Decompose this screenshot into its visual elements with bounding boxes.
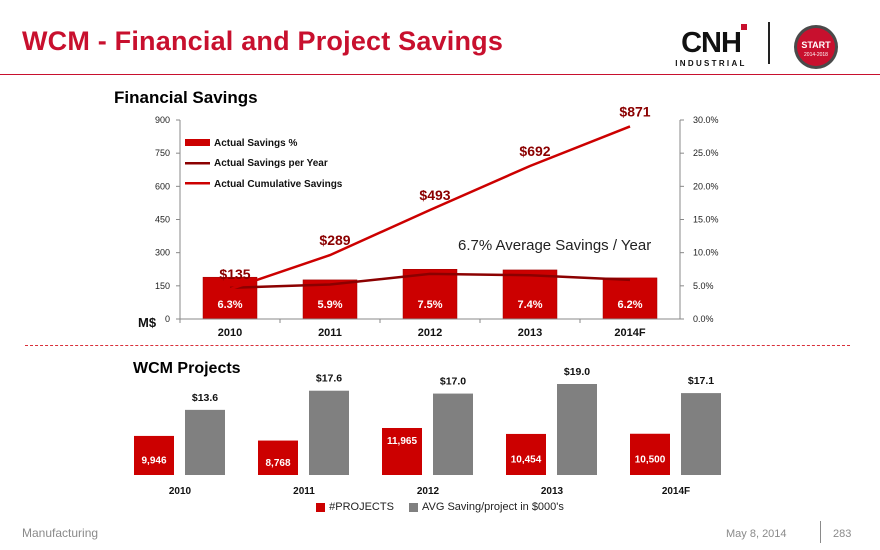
savings-pct-label: 7.4%: [517, 299, 542, 311]
slide-title: WCM - Financial and Project Savings: [22, 26, 504, 56]
left-axis-unit: M$: [138, 315, 157, 330]
left-tick-label: 900: [155, 115, 170, 125]
savings-pct-bar: [602, 277, 658, 320]
avg-saving-value-label: $19.0: [564, 366, 590, 378]
legend-swatch-avg: [408, 502, 418, 512]
footer-section: Manufacturing: [22, 526, 99, 540]
x-tick-label: 2012: [418, 327, 442, 339]
financial-legend: Actual Savings % Actual Savings per Year…: [185, 138, 343, 190]
avg-saving-bar: [309, 390, 349, 475]
badge-line1: START: [801, 40, 831, 50]
logo-red-square: [741, 24, 747, 30]
left-tick-label: 0: [165, 314, 170, 324]
cumulative-value-label: $692: [519, 143, 550, 159]
projects-x-label: 2014F: [662, 486, 690, 497]
avg-saving-value-label: $13.6: [192, 392, 218, 404]
x-tick-label: 2010: [218, 327, 242, 339]
legend-swatch-savings-pct: [185, 139, 210, 146]
financial-savings-chart: 0 150 300 450 600 750 900 0.0% 5.0% 10.0% 15.0% 20.…: [138, 104, 719, 339]
avg-saving-value-label: $17.0: [440, 376, 466, 388]
projects-value-label: 11,965: [387, 436, 417, 447]
legend-item-avg: AVG Saving/project in $000's: [408, 501, 564, 513]
projects-bar: [630, 433, 670, 475]
legend-label-avg: AVG Saving/project in $000's: [421, 501, 564, 513]
projects-bar: [382, 427, 422, 475]
legend-swatch-projects: [316, 502, 326, 512]
x-tick-label: 2013: [518, 327, 542, 339]
title-rule: [0, 74, 880, 75]
avg-saving-value-label: $17.6: [316, 373, 342, 385]
badge-line2: 2014-2018: [804, 52, 828, 58]
projects-bar: [506, 433, 546, 475]
projects-x-label: 2013: [541, 486, 564, 497]
financial-savings-title: Financial Savings: [114, 88, 258, 107]
left-tick-label: 300: [155, 248, 170, 258]
avg-saving-bar: [185, 409, 225, 475]
avg-saving-value-label: $17.1: [688, 375, 714, 387]
right-tick-label: 30.0%: [693, 115, 719, 125]
start-badge: START 2014-2018: [794, 25, 838, 69]
cumulative-value-label: $493: [419, 187, 450, 203]
section-divider: [25, 345, 850, 346]
wcm-projects-chart: 9,946 $13.6 2010 8,768 $17.6 2011 11,965 $17.0 2…: [134, 366, 721, 497]
savings-pct-bar: [402, 269, 458, 320]
savings-pct-label: 6.3%: [217, 299, 242, 311]
avg-savings-annotation: 6.7% Average Savings / Year: [458, 237, 651, 254]
logo-subtitle: INDUSTRIAL: [675, 59, 746, 68]
right-tick-label: 20.0%: [693, 181, 719, 191]
projects-x-label: 2011: [293, 486, 315, 497]
logo-brand: CNH: [681, 27, 741, 59]
projects-value-label: 9,946: [141, 455, 166, 466]
projects-x-label: 2012: [417, 486, 440, 497]
savings-per-year-line: [229, 272, 631, 290]
avg-saving-bar: [433, 393, 473, 475]
right-tick-label: 0.0%: [693, 314, 714, 324]
x-tick-label: 2014F: [614, 327, 645, 339]
footer-separator: [820, 521, 821, 543]
cnh-industrial-logo: CNH INDUSTRIAL: [675, 24, 747, 68]
legend-item-projects: #PROJECTS: [316, 501, 394, 513]
savings-pct-label: 5.9%: [317, 299, 342, 311]
savings-pct-label: 6.2%: [617, 299, 642, 311]
logo-separator: [768, 22, 770, 64]
left-tick-label: 750: [155, 148, 170, 158]
projects-bar: [258, 440, 298, 475]
projects-value-label: 10,500: [635, 454, 666, 465]
cumulative-value-label: $289: [319, 232, 350, 248]
page-number: 283: [833, 528, 852, 540]
legend-swatch-per-year: [185, 162, 210, 165]
avg-saving-bar: [557, 384, 597, 475]
wcm-projects-title: WCM Projects: [133, 360, 241, 377]
legend-swatch-cumulative: [185, 182, 210, 185]
legend-label-projects: #PROJECTS: [329, 501, 394, 513]
projects-x-label: 2010: [169, 486, 192, 497]
legend-label-per-year: Actual Savings per Year: [214, 158, 328, 169]
footer-date: May 8, 2014: [726, 528, 787, 540]
savings-pct-bar: [502, 269, 558, 320]
legend-label-savings-pct: Actual Savings %: [214, 138, 297, 149]
projects-bar: [134, 435, 174, 475]
left-tick-label: 150: [155, 281, 170, 291]
right-tick-label: 25.0%: [693, 148, 719, 158]
projects-value-label: 10,454: [511, 454, 542, 465]
left-tick-label: 600: [155, 181, 170, 191]
cumulative-savings-line: [229, 125, 631, 291]
projects-legend: #PROJECTS AVG Saving/project in $000's: [0, 501, 880, 515]
avg-saving-bar: [681, 393, 721, 475]
right-tick-label: 10.0%: [693, 248, 719, 258]
projects-value-label: 8,768: [265, 458, 290, 469]
legend-label-cumulative: Actual Cumulative Savings: [214, 179, 343, 190]
right-tick-label: 5.0%: [693, 281, 714, 291]
savings-pct-label: 7.5%: [417, 299, 442, 311]
right-tick-label: 15.0%: [693, 215, 719, 225]
cumulative-value-label: $135: [219, 266, 250, 282]
left-tick-label: 450: [155, 215, 170, 225]
x-tick-label: 2011: [318, 327, 342, 339]
cumulative-value-label: $871: [619, 104, 650, 119]
